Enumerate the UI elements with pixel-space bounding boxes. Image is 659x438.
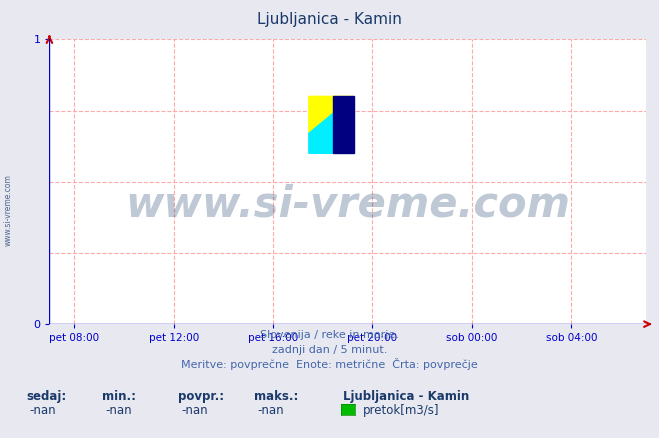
Text: sedaj:: sedaj: (26, 390, 67, 403)
Polygon shape (309, 96, 354, 133)
Text: -nan: -nan (105, 404, 132, 417)
Text: pretok[m3/s]: pretok[m3/s] (362, 404, 439, 417)
Text: zadnji dan / 5 minut.: zadnji dan / 5 minut. (272, 345, 387, 354)
Polygon shape (333, 96, 354, 153)
Text: Ljubljanica - Kamin: Ljubljanica - Kamin (343, 390, 469, 403)
Text: Ljubljanica - Kamin: Ljubljanica - Kamin (257, 12, 402, 27)
Text: povpr.:: povpr.: (178, 390, 224, 403)
Text: Slovenija / reke in morje.: Slovenija / reke in morje. (260, 330, 399, 340)
Text: -nan: -nan (181, 404, 208, 417)
Text: maks.:: maks.: (254, 390, 298, 403)
Text: www.si-vreme.com: www.si-vreme.com (3, 174, 13, 246)
Polygon shape (309, 96, 354, 153)
Text: Meritve: povprečne  Enote: metrične  Črta: povprečje: Meritve: povprečne Enote: metrične Črta:… (181, 358, 478, 370)
Text: -nan: -nan (257, 404, 283, 417)
Text: -nan: -nan (30, 404, 56, 417)
Text: min.:: min.: (102, 390, 136, 403)
Text: www.si-vreme.com: www.si-vreme.com (125, 184, 570, 226)
